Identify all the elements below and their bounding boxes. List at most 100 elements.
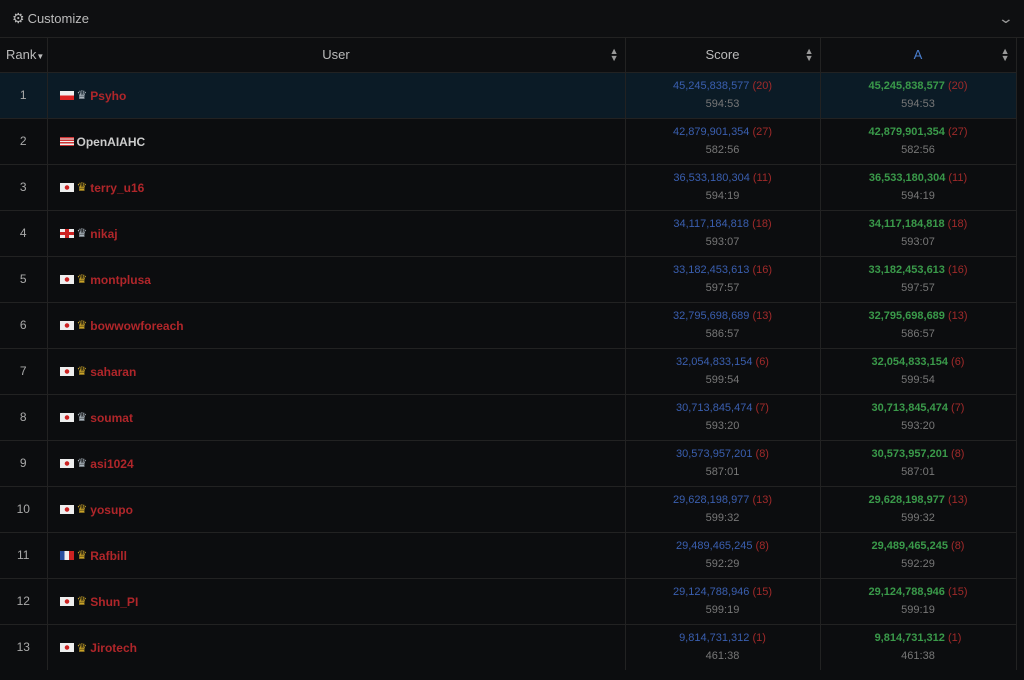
flag-icon (59, 228, 74, 238)
flag-icon (59, 90, 74, 100)
crown-icon: ♛ (76, 640, 88, 655)
user-link[interactable]: Shun_PI (90, 594, 139, 609)
rank-cell: 7 (0, 347, 48, 394)
user-link[interactable]: saharan (90, 364, 137, 379)
crown-icon: ♛ (76, 364, 88, 379)
crown-icon: ♛ (76, 318, 88, 333)
rank-cell: 4 (0, 209, 48, 256)
crown-icon: ♛ (76, 272, 88, 287)
user-cell: ♛ soumat (47, 393, 626, 440)
user-link[interactable]: Jirotech (90, 640, 137, 655)
a-cell[interactable]: 45,245,838,577 (20) 594:53 (820, 71, 1017, 118)
table-row: 7 ♛ saharan 32,054,833,154 (6) 599:54 32,0… (0, 347, 1017, 394)
crown-icon: ♛ (76, 456, 88, 471)
customize-label[interactable]: Customize (27, 11, 89, 26)
table-row: 10 ♛ yosupo 29,628,198,977 (13) 599:32 29,… (0, 485, 1017, 532)
score-cell: 32,795,698,689 (13) 586:57 (625, 301, 821, 348)
time-value: 599:32 (705, 512, 740, 524)
time-value: 594:53 (705, 98, 740, 110)
flag-icon (59, 596, 74, 606)
rank-cell: 1 (0, 71, 48, 118)
flag-icon (59, 366, 74, 376)
submission-count: (18) (752, 218, 772, 230)
standings-table: Rank▼ User ▲ ▼ Score ▲ ▼ A ▲ ▼ 1 ♛ Psyho 45,245… (0, 38, 1017, 670)
a-cell[interactable]: 32,795,698,689 (13) 586:57 (820, 301, 1017, 348)
time-value: 594:19 (705, 190, 740, 202)
user-link[interactable]: asi1024 (90, 456, 134, 471)
score-cell: 29,489,465,245 (8) 592:29 (625, 531, 821, 578)
chevron-down-icon[interactable]: ⌄ (997, 10, 1015, 26)
user-link[interactable]: bowwowforeach (90, 318, 184, 333)
crown-icon: ♛ (76, 548, 88, 563)
user-cell: OpenAIAHC (47, 117, 626, 164)
submission-count: (7) (951, 402, 965, 414)
a-cell[interactable]: 36,533,180,304 (11) 594:19 (820, 163, 1017, 210)
rank-cell: 3 (0, 163, 48, 210)
time-value: 599:54 (705, 374, 740, 386)
submission-count: (13) (947, 494, 968, 506)
score-value: 30,713,845,474 (676, 402, 753, 414)
user-cell: ♛ Rafbill (47, 531, 626, 578)
score-value: 30,573,957,201 (676, 448, 753, 460)
a-score-value: 34,117,184,818 (868, 218, 945, 230)
a-score-value: 33,182,453,613 (868, 264, 945, 276)
user-link[interactable]: soumat (90, 410, 133, 425)
time-value: 594:19 (901, 190, 935, 202)
score-header-label: Score (705, 47, 740, 63)
table-row: 12 ♛ Shun_PI 29,124,788,946 (15) 599:19 29… (0, 577, 1017, 624)
user-cell: ♛ Shun_PI (47, 577, 626, 624)
table-row: 11 ♛ Rafbill 29,489,465,245 (8) 592:29 29,… (0, 531, 1017, 578)
score-cell: 42,879,901,354 (27) 582:56 (625, 117, 821, 164)
a-cell[interactable]: 42,879,901,354 (27) 582:56 (820, 117, 1017, 164)
a-cell[interactable]: 32,054,833,154 (6) 599:54 (820, 347, 1017, 394)
user-link[interactable]: OpenAIAHC (76, 134, 146, 149)
score-value: 34,117,184,818 (673, 218, 750, 230)
a-cell[interactable]: 29,489,465,245 (8) 592:29 (820, 531, 1017, 578)
a-cell[interactable]: 30,573,957,201 (8) 587:01 (820, 439, 1017, 486)
user-link[interactable]: Psyho (90, 88, 127, 103)
customize-bar[interactable]: ⚙ Customize ⌄ (0, 0, 1024, 38)
submission-count: (7) (755, 402, 769, 414)
submission-count: (1) (947, 632, 962, 645)
sort-icon: ▲ ▼ (1000, 46, 1010, 63)
a-score-value: 9,814,731,312 (874, 632, 945, 645)
user-link[interactable]: montplusa (90, 272, 151, 287)
user-link[interactable]: nikaj (90, 226, 118, 241)
sort-icon: ▲ ▼ (609, 46, 619, 63)
score-value: 36,533,180,304 (673, 172, 750, 184)
table-row: 3 ♛ terry_u16 36,533,180,304 (11) 594:19 3… (0, 163, 1017, 210)
submission-count: (20) (947, 80, 968, 92)
user-link[interactable]: Rafbill (90, 548, 127, 563)
a-cell[interactable]: 30,713,845,474 (7) 593:20 (820, 393, 1017, 440)
a-cell[interactable]: 34,117,184,818 (18) 593:07 (820, 209, 1017, 256)
rank-cell: 13 (0, 623, 48, 670)
submission-count: (16) (752, 264, 773, 276)
score-cell: 29,628,198,977 (13) 599:32 (625, 485, 821, 532)
a-header[interactable]: A ▲ ▼ (820, 38, 1017, 72)
crown-icon: ♛ (76, 502, 88, 517)
user-link[interactable]: terry_u16 (90, 180, 145, 195)
submission-count: (18) (947, 218, 968, 230)
rank-cell: 2 (0, 117, 48, 164)
table-row: 6 ♛ bowwowforeach 32,795,698,689 (13) 586:… (0, 301, 1017, 348)
a-cell[interactable]: 9,814,731,312 (1) 461:38 (820, 623, 1017, 670)
submission-count: (1) (752, 632, 766, 645)
a-cell[interactable]: 29,124,788,946 (15) 599:19 (820, 577, 1017, 624)
a-cell[interactable]: 29,628,198,977 (13) 599:32 (820, 485, 1017, 532)
flag-icon (59, 136, 74, 146)
user-link[interactable]: yosupo (90, 502, 133, 517)
score-value: 9,814,731,312 (679, 632, 750, 645)
a-cell[interactable]: 33,182,453,613 (16) 597:57 (820, 255, 1017, 302)
rank-header[interactable]: Rank▼ (0, 38, 48, 72)
flag-icon (59, 643, 74, 653)
user-header[interactable]: User ▲ ▼ (47, 38, 626, 72)
a-score-value: 29,124,788,946 (868, 586, 945, 598)
score-header[interactable]: Score ▲ ▼ (625, 38, 821, 72)
rank-cell: 11 (0, 531, 48, 578)
flag-icon (59, 550, 74, 560)
rank-cell: 5 (0, 255, 48, 302)
submission-count: (13) (752, 310, 773, 322)
time-value: 594:53 (901, 98, 935, 110)
a-score-value: 45,245,838,577 (868, 80, 945, 92)
score-cell: 30,573,957,201 (8) 587:01 (625, 439, 821, 486)
